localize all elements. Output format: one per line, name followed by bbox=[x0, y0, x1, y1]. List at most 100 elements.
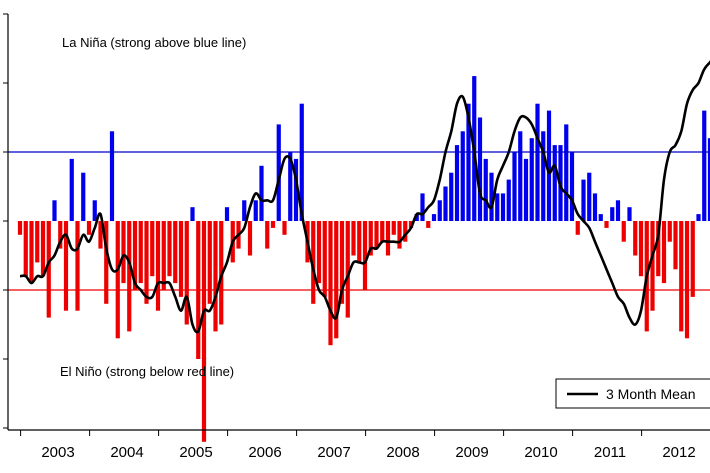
monthly-bar bbox=[276, 124, 281, 221]
monthly-bar bbox=[92, 200, 97, 221]
monthly-bar bbox=[242, 200, 247, 221]
monthly-bar bbox=[115, 221, 120, 339]
x-tick-label: 2012 bbox=[662, 444, 695, 461]
monthly-bar bbox=[661, 221, 667, 284]
monthly-bar bbox=[167, 221, 172, 277]
monthly-bar bbox=[500, 193, 506, 221]
monthly-bar bbox=[656, 221, 661, 277]
monthly-bar bbox=[339, 221, 345, 304]
monthly-bar bbox=[592, 193, 598, 221]
monthly-bar bbox=[408, 221, 414, 228]
monthly-bar bbox=[161, 221, 166, 290]
monthly-bar bbox=[63, 221, 69, 311]
monthly-bar bbox=[575, 221, 580, 235]
monthly-bar bbox=[69, 158, 74, 221]
monthly-bar bbox=[587, 172, 592, 221]
monthly-bar bbox=[564, 124, 569, 221]
monthly-bar bbox=[403, 221, 408, 242]
monthly-bar bbox=[650, 221, 655, 311]
monthly-bar bbox=[466, 103, 471, 221]
x-tick-label: 2010 bbox=[524, 444, 557, 461]
monthly-bar bbox=[437, 200, 442, 221]
monthly-bar bbox=[397, 221, 402, 249]
monthly-bar bbox=[414, 214, 419, 221]
monthly-bar bbox=[420, 193, 425, 221]
monthly-bar bbox=[270, 221, 276, 228]
monthly-bar bbox=[449, 172, 454, 221]
monthly-bar bbox=[627, 207, 632, 221]
monthly-bar bbox=[443, 186, 448, 221]
monthly-bar bbox=[667, 221, 672, 242]
monthly-bar bbox=[460, 131, 465, 221]
monthly-bar bbox=[633, 221, 638, 256]
monthly-bar bbox=[684, 221, 690, 339]
monthly-bar bbox=[702, 110, 707, 221]
monthly-bar bbox=[569, 152, 575, 221]
monthly-bar bbox=[581, 179, 586, 221]
monthly-bar bbox=[696, 214, 701, 221]
monthly-bar bbox=[46, 221, 51, 318]
monthly-bar bbox=[610, 207, 615, 221]
x-tick-labels: 2003 2004 2005 2006 2007 2008 2009 2010 2011 2012… bbox=[41, 444, 695, 461]
monthly-bar bbox=[690, 221, 695, 297]
three-month-mean-line bbox=[19, 60, 710, 334]
monthly-bar bbox=[288, 152, 293, 221]
monthly-bar bbox=[224, 207, 230, 221]
monthly-bar bbox=[483, 158, 488, 221]
monthly-bar bbox=[150, 221, 155, 277]
monthly-bar bbox=[40, 221, 46, 277]
monthly-bar bbox=[621, 221, 626, 242]
monthly-bar bbox=[357, 221, 362, 263]
x-ticks bbox=[20, 430, 643, 436]
monthly-bar bbox=[207, 221, 212, 304]
monthly-bar bbox=[132, 221, 138, 290]
monthly-bar bbox=[173, 221, 178, 284]
monthly-bar bbox=[58, 221, 63, 249]
monthly-bar bbox=[184, 221, 189, 325]
x-tick-label: 2011 bbox=[594, 444, 626, 461]
monthly-bar bbox=[316, 221, 322, 284]
monthly-bar bbox=[426, 221, 431, 228]
monthly-bar bbox=[351, 221, 356, 256]
monthly-bar bbox=[121, 221, 126, 284]
monthly-bar bbox=[178, 221, 184, 297]
monthly-bar bbox=[512, 152, 517, 221]
monthly-bar bbox=[247, 221, 253, 256]
monthly-bar bbox=[144, 221, 149, 304]
monthly-bar bbox=[17, 221, 23, 235]
monthly-bar bbox=[477, 117, 483, 221]
monthly-bar bbox=[322, 221, 327, 297]
monthly-bar bbox=[380, 221, 385, 242]
monthly-bar bbox=[368, 221, 373, 256]
legend: 3 Month Mean bbox=[555, 378, 710, 409]
monthly-bar bbox=[598, 214, 603, 221]
x-tick-label: 2005 bbox=[179, 444, 212, 461]
monthly-bar bbox=[29, 221, 34, 284]
x-tick-label: 2004 bbox=[110, 444, 143, 461]
monthly-bar bbox=[431, 214, 437, 221]
monthly-bar bbox=[552, 145, 557, 221]
monthly-bar bbox=[104, 221, 109, 304]
monthly-bar bbox=[259, 165, 264, 221]
monthly-bar bbox=[385, 221, 391, 256]
monthly-bar bbox=[109, 131, 115, 221]
monthly-bar bbox=[638, 221, 644, 277]
monthly-bar bbox=[334, 221, 339, 339]
monthly-bar bbox=[52, 200, 57, 221]
legend-label: 3 Month Mean bbox=[606, 386, 696, 402]
monthly-bar bbox=[81, 172, 86, 221]
monthly-bar bbox=[362, 221, 368, 290]
monthly-bar bbox=[98, 221, 103, 249]
monthly-bar bbox=[518, 131, 523, 221]
monthly-bar bbox=[127, 221, 132, 332]
monthly-bar bbox=[615, 200, 621, 221]
monthly-bar bbox=[535, 103, 540, 221]
x-tick-label: 2008 bbox=[386, 444, 419, 461]
monthly-bar bbox=[293, 158, 299, 221]
monthly-bar bbox=[138, 221, 143, 284]
monthly-bar bbox=[23, 221, 28, 277]
x-tick-label: 2003 bbox=[41, 444, 74, 461]
monthly-bar bbox=[529, 138, 534, 221]
monthly-bar bbox=[604, 221, 609, 228]
